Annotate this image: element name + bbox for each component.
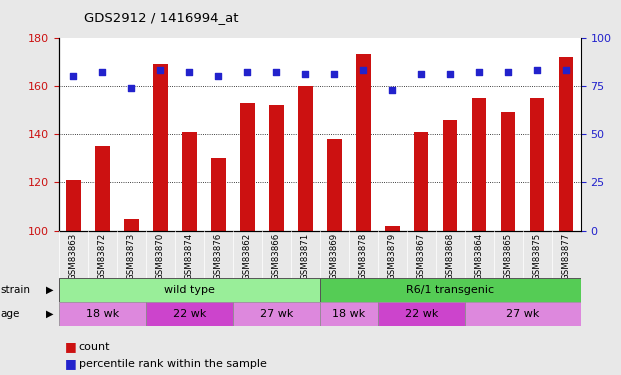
Bar: [472, 98, 486, 231]
Text: R6/1 transgenic: R6/1 transgenic: [406, 285, 494, 295]
Point: [97, 69, 107, 75]
Bar: [59, 302, 146, 326]
Text: GSM83868: GSM83868: [446, 233, 455, 280]
Text: ▶: ▶: [46, 309, 53, 319]
Bar: [182, 132, 197, 231]
Text: wild type: wild type: [164, 285, 215, 295]
Bar: [240, 103, 255, 231]
Bar: [233, 302, 320, 326]
Point: [503, 69, 513, 75]
Text: GSM83862: GSM83862: [243, 233, 252, 280]
Text: GSM83872: GSM83872: [98, 233, 107, 280]
Bar: [530, 98, 545, 231]
Text: age: age: [1, 309, 20, 319]
Bar: [378, 302, 465, 326]
Text: 27 wk: 27 wk: [506, 309, 540, 319]
Bar: [124, 219, 138, 231]
Point: [127, 85, 137, 91]
Text: GSM83865: GSM83865: [504, 233, 513, 280]
Text: ■: ■: [65, 340, 77, 353]
Bar: [501, 112, 515, 231]
Point: [416, 71, 426, 77]
Point: [388, 87, 397, 93]
Bar: [66, 180, 81, 231]
Point: [561, 68, 571, 74]
Point: [214, 73, 224, 79]
Point: [358, 68, 368, 74]
Text: GDS2912 / 1416994_at: GDS2912 / 1416994_at: [84, 11, 238, 24]
Bar: [95, 146, 110, 231]
Bar: [59, 278, 320, 302]
Point: [445, 71, 455, 77]
Text: GSM83874: GSM83874: [185, 233, 194, 280]
Bar: [465, 302, 581, 326]
Text: GSM83878: GSM83878: [359, 233, 368, 280]
Text: 18 wk: 18 wk: [86, 309, 119, 319]
Bar: [559, 57, 573, 231]
Bar: [269, 105, 284, 231]
Bar: [298, 86, 312, 231]
Text: GSM83870: GSM83870: [156, 233, 165, 280]
Point: [329, 71, 339, 77]
Text: percentile rank within the sample: percentile rank within the sample: [79, 359, 267, 369]
Text: 18 wk: 18 wk: [332, 309, 365, 319]
Bar: [211, 158, 225, 231]
Text: GSM83875: GSM83875: [533, 233, 542, 280]
Text: GSM83876: GSM83876: [214, 233, 223, 280]
Text: strain: strain: [1, 285, 30, 295]
Point: [242, 69, 252, 75]
Bar: [320, 302, 378, 326]
Text: ▶: ▶: [46, 285, 53, 295]
Text: GSM83879: GSM83879: [388, 233, 397, 280]
Bar: [443, 120, 458, 231]
Text: 27 wk: 27 wk: [260, 309, 293, 319]
Point: [68, 73, 78, 79]
Text: GSM83864: GSM83864: [474, 233, 484, 280]
Text: GSM83863: GSM83863: [69, 233, 78, 280]
Text: GSM83869: GSM83869: [330, 233, 339, 280]
Bar: [414, 132, 428, 231]
Bar: [146, 302, 233, 326]
Text: GSM83871: GSM83871: [301, 233, 310, 280]
Bar: [327, 139, 342, 231]
Text: GSM83867: GSM83867: [417, 233, 426, 280]
Text: count: count: [79, 342, 111, 352]
Bar: [385, 226, 399, 231]
Text: 22 wk: 22 wk: [404, 309, 438, 319]
Point: [184, 69, 194, 75]
Text: ■: ■: [65, 357, 77, 370]
Bar: [153, 64, 168, 231]
Point: [301, 71, 310, 77]
Text: GSM83877: GSM83877: [561, 233, 571, 280]
Bar: [320, 278, 581, 302]
Text: 22 wk: 22 wk: [173, 309, 206, 319]
Point: [155, 68, 165, 74]
Point: [474, 69, 484, 75]
Text: GSM83866: GSM83866: [272, 233, 281, 280]
Text: GSM83873: GSM83873: [127, 233, 136, 280]
Point: [271, 69, 281, 75]
Bar: [356, 54, 371, 231]
Point: [532, 68, 542, 74]
